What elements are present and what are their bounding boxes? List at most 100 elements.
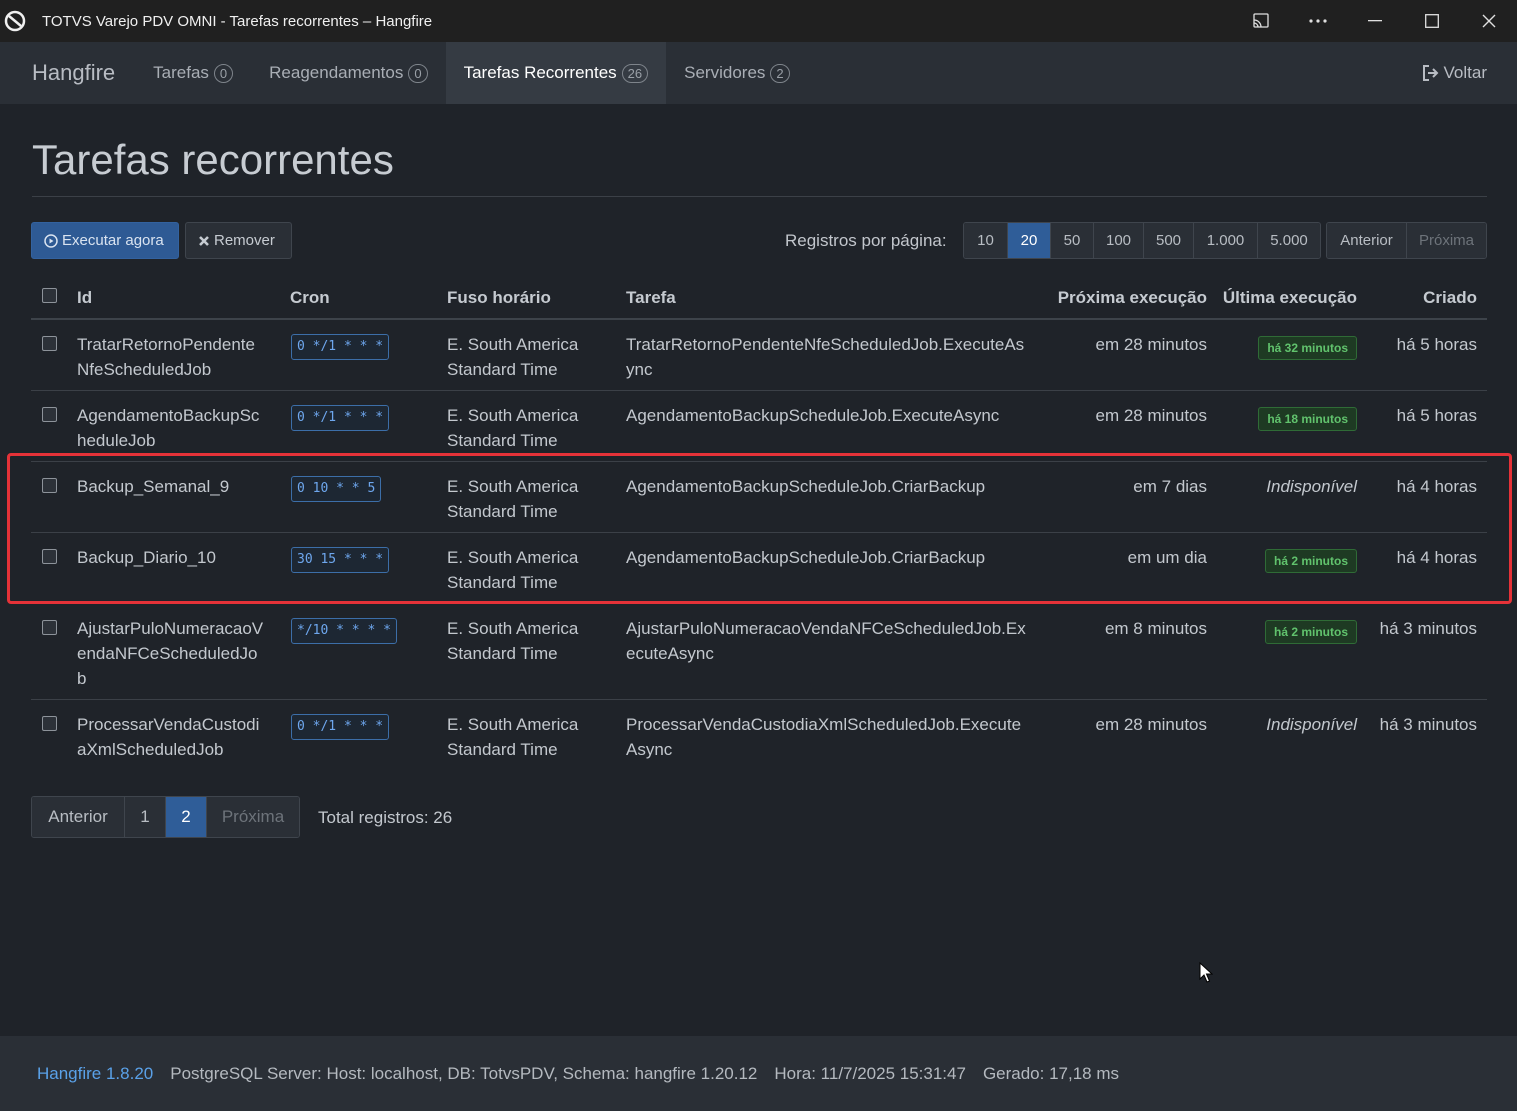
run-now-button[interactable]: Executar agora (31, 222, 179, 259)
page-button[interactable]: 1 (124, 797, 165, 837)
app-icon (4, 10, 26, 32)
nav-tab-label: Tarefas Recorrentes (463, 63, 617, 82)
nav-tab-servidores[interactable]: Servidores 2 (666, 42, 808, 104)
per-page-label: Registros por página: (785, 231, 947, 250)
brand-link[interactable]: Hangfire (32, 60, 116, 85)
job-id[interactable]: AgendamentoBackupSc heduleJob (77, 406, 260, 450)
per-page-option[interactable]: 5.000 (1257, 223, 1320, 258)
recurring-jobs-table: Id Cron Fuso horário Tarefa Próxima exec… (31, 278, 1487, 771)
row-checkbox[interactable] (42, 549, 57, 564)
success-badge: há 2 minutos (1264, 620, 1357, 644)
top-next-button[interactable]: Próxima (1406, 223, 1486, 258)
top-navbar: Hangfire Tarefas 0 Reagendamentos 0 Tare… (0, 42, 1517, 104)
remove-label: Remover (214, 232, 275, 249)
cron-expression: */10 * * * * (291, 616, 397, 644)
nav-tab-tarefas[interactable]: Tarefas 0 (135, 42, 251, 104)
row-checkbox[interactable] (42, 478, 57, 493)
job-method[interactable]: AjustarPuloNumeracaoVendaNFCeScheduledJo… (626, 619, 1026, 663)
back-link[interactable]: Voltar (1422, 42, 1517, 104)
last-execution-unavailable: Indisponível (1266, 715, 1357, 734)
col-job[interactable]: Tarefa (626, 288, 676, 307)
table-row[interactable]: AgendamentoBackupSc heduleJob 0 */1 * * *… (31, 391, 1487, 462)
job-id[interactable]: Backup_Diario_10 (77, 548, 216, 567)
table-row[interactable]: AjustarPuloNumeracaoV endaNFCeScheduledJo… (31, 604, 1487, 700)
remove-icon (199, 235, 209, 246)
cron-expression: 0 10 * * 5 (291, 474, 382, 502)
row-checkbox[interactable] (42, 620, 57, 635)
sign-out-icon (1422, 65, 1438, 81)
nav-tab-tarefas-recorrentes[interactable]: Tarefas Recorrentes 26 (445, 42, 667, 104)
col-id[interactable]: Id (77, 288, 93, 307)
table-row[interactable]: TratarRetornoPendente NfeScheduledJob 0 *… (31, 320, 1487, 391)
hangfire-version-link[interactable]: Hangfire 1.8.20 (37, 1063, 154, 1083)
created: há 4 horas (1396, 548, 1477, 567)
cast-icon[interactable] (1232, 0, 1289, 42)
play-circle-icon (44, 233, 58, 248)
row-checkbox[interactable] (42, 716, 57, 731)
table-row[interactable]: Backup_Diario_10 30 15 * * * E. South Am… (31, 533, 1487, 604)
remove-button[interactable]: Remover (185, 222, 292, 259)
select-all-checkbox[interactable] (42, 288, 57, 303)
job-method[interactable]: ProcessarVendaCustodiaXmlScheduledJob.Ex… (626, 715, 1022, 759)
per-page-option[interactable]: 10 (964, 223, 1007, 258)
server-time: Hora: 11/7/2025 15:31:47 (774, 1063, 966, 1083)
table-row[interactable]: ProcessarVendaCustodi aXmlScheduledJob 0 … (31, 700, 1487, 771)
cron-expression: 0 */1 * * * (291, 332, 390, 360)
nav-count-badge: 26 (621, 63, 649, 83)
per-page-option[interactable]: 50 (1050, 223, 1093, 258)
nav-tab-label: Tarefas (153, 63, 209, 82)
nav-tab-label: Reagendamentos (269, 63, 404, 82)
job-id[interactable]: TratarRetornoPendente NfeScheduledJob (77, 335, 255, 379)
toolbar: Executar agora Remover Registros por pág… (31, 222, 1487, 259)
col-cron[interactable]: Cron (290, 288, 330, 307)
job-id[interactable]: ProcessarVendaCustodi aXmlScheduledJob (77, 715, 260, 759)
job-method[interactable]: AgendamentoBackupScheduleJob.ExecuteAsyn… (626, 406, 1000, 425)
next-execution: em 28 minutos (1095, 715, 1208, 734)
top-prev-button[interactable]: Anterior (1327, 223, 1406, 258)
job-method[interactable]: TratarRetornoPendenteNfeScheduledJob.Exe… (626, 335, 1025, 379)
job-id[interactable]: Backup_Semanal_9 (77, 477, 230, 496)
last-execution[interactable]: há 32 minutos (1211, 334, 1357, 360)
last-execution[interactable]: há 2 minutos (1211, 618, 1357, 644)
mouse-cursor-icon (1199, 961, 1214, 989)
col-last-exec[interactable]: Última execução (1222, 288, 1357, 307)
job-method[interactable]: AgendamentoBackupScheduleJob.CriarBackup (626, 477, 986, 496)
last-execution[interactable]: há 18 minutos (1211, 405, 1357, 431)
pagination: Anterior 1 2 Próxima (31, 796, 300, 838)
cron-expression: 0 */1 * * * (291, 403, 390, 431)
total-records: Total registros: 26 (318, 808, 453, 827)
job-method[interactable]: AgendamentoBackupScheduleJob.CriarBackup (626, 548, 986, 567)
per-page-option[interactable]: 20 (1007, 223, 1050, 258)
next-page-button[interactable]: Próxima (206, 797, 299, 837)
row-checkbox[interactable] (42, 407, 57, 422)
timezone: E. South America Standard Time (447, 715, 579, 759)
page-button-current[interactable]: 2 (165, 797, 206, 837)
minimize-icon[interactable] (1346, 0, 1403, 42)
prev-page-button[interactable]: Anterior (32, 797, 124, 837)
per-page-option[interactable]: 1.000 (1193, 223, 1257, 258)
col-timezone[interactable]: Fuso horário (447, 288, 551, 307)
title-divider (32, 196, 1487, 197)
per-page-option[interactable]: 500 (1143, 223, 1193, 258)
last-execution[interactable]: há 2 minutos (1211, 547, 1357, 573)
timezone: E. South America Standard Time (447, 548, 579, 592)
table-row[interactable]: Backup_Semanal_9 0 10 * * 5 E. South Ame… (31, 462, 1487, 533)
nav-tab-reagendamentos[interactable]: Reagendamentos 0 (251, 42, 445, 104)
per-page-option[interactable]: 100 (1093, 223, 1143, 258)
success-badge: há 18 minutos (1258, 407, 1357, 431)
job-id[interactable]: AjustarPuloNumeracaoV endaNFCeScheduledJo… (77, 619, 264, 688)
generation-time: Gerado: 17,18 ms (982, 1063, 1120, 1083)
col-next-exec[interactable]: Próxima execução (1057, 288, 1207, 307)
last-execution-unavailable: Indisponível (1266, 477, 1357, 496)
timezone: E. South America Standard Time (447, 335, 579, 379)
maximize-icon[interactable] (1403, 0, 1460, 42)
created: há 5 horas (1396, 335, 1477, 354)
close-icon[interactable] (1460, 0, 1517, 42)
window-titlebar: TOTVS Varejo PDV OMNI - Tarefas recorren… (0, 0, 1517, 42)
row-checkbox[interactable] (42, 336, 57, 351)
timezone: E. South America Standard Time (447, 619, 579, 663)
created: há 3 minutos (1379, 619, 1477, 638)
col-created[interactable]: Criado (1423, 288, 1477, 307)
more-icon[interactable] (1289, 0, 1346, 42)
success-badge: há 2 minutos (1264, 549, 1357, 573)
